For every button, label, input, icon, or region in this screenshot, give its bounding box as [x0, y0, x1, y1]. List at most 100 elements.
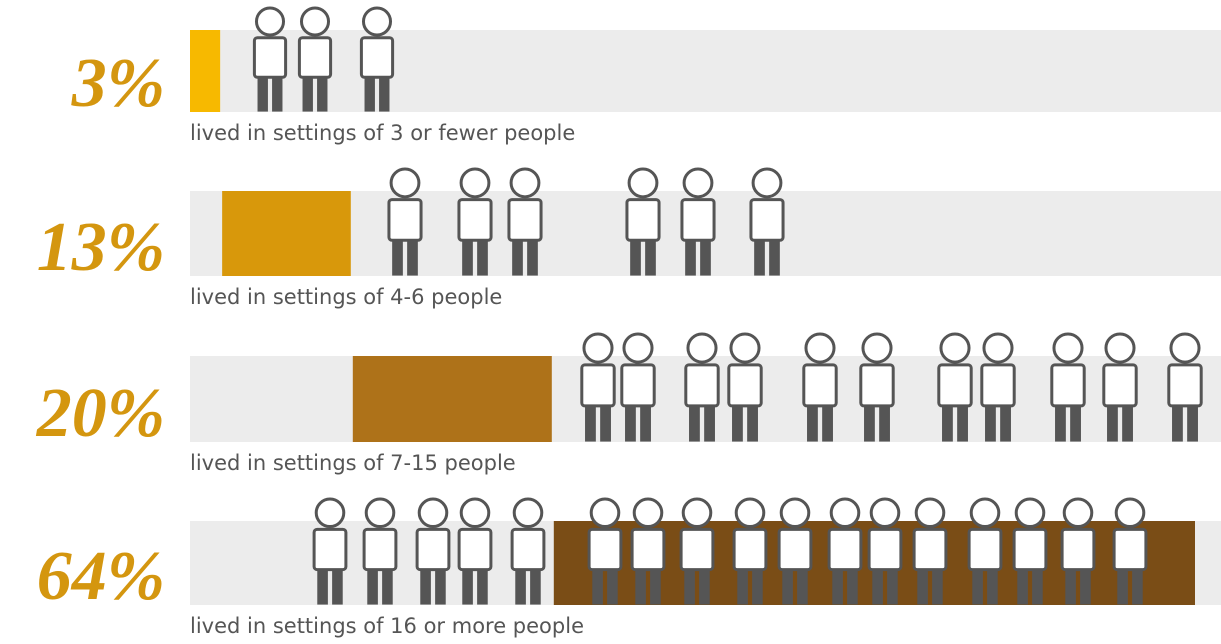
person-body: [727, 363, 763, 408]
person-leg: [645, 240, 656, 276]
value-label: 13%: [37, 209, 165, 286]
bar: [190, 30, 221, 112]
person-leg: [477, 569, 488, 605]
person-head: [1104, 332, 1136, 364]
person-head: [459, 167, 491, 199]
person-icon: [680, 167, 716, 276]
person-head: [582, 332, 614, 364]
person-icon: [297, 6, 333, 112]
person-leg: [317, 77, 328, 112]
person-icon: [777, 497, 813, 605]
person-body: [777, 527, 813, 572]
person-body: [297, 36, 333, 79]
person-body: [802, 363, 838, 408]
person-body: [457, 198, 493, 242]
person-leg: [1107, 405, 1118, 442]
person-head: [939, 332, 971, 364]
person-body: [859, 363, 895, 408]
person-icon: [1050, 332, 1086, 442]
person-leg: [985, 405, 996, 442]
person-icon: [312, 497, 348, 605]
person-leg: [407, 240, 418, 276]
person-icon: [727, 332, 763, 442]
person-leg: [872, 569, 883, 605]
person-body: [510, 527, 546, 572]
person-head: [751, 167, 783, 199]
person-body: [1167, 363, 1203, 408]
person-leg: [640, 405, 651, 442]
value-label: 64%: [37, 538, 165, 615]
person-icon: [684, 332, 720, 442]
person-head: [982, 332, 1014, 364]
person-head: [729, 332, 761, 364]
person-leg: [302, 77, 313, 112]
person-icon: [1167, 332, 1203, 442]
person-leg: [917, 569, 928, 605]
person-leg: [942, 405, 953, 442]
person-body: [507, 198, 543, 242]
person-leg: [512, 240, 523, 276]
person-icon: [1012, 497, 1048, 605]
person-body: [620, 363, 656, 408]
person-head: [914, 497, 946, 529]
person-body: [1012, 527, 1048, 572]
person-leg: [1000, 405, 1011, 442]
person-leg: [832, 569, 843, 605]
person-head: [364, 497, 396, 529]
person-head: [314, 497, 346, 529]
person-leg: [699, 569, 710, 605]
person-icon: [359, 6, 395, 112]
person-leg: [887, 569, 898, 605]
person-head: [512, 497, 544, 529]
person-icon: [625, 167, 661, 276]
person-head: [969, 497, 1001, 529]
person-icon: [387, 167, 423, 276]
person-leg: [1032, 569, 1043, 605]
bar: [352, 356, 552, 442]
person-head: [861, 332, 893, 364]
person-leg: [879, 405, 890, 442]
person-leg: [625, 405, 636, 442]
person-icon: [457, 497, 493, 605]
person-head: [589, 497, 621, 529]
person-body: [680, 198, 716, 242]
person-leg: [822, 405, 833, 442]
category-label: lived in settings of 7-15 people: [190, 451, 516, 475]
person-leg: [689, 405, 700, 442]
person-icon: [457, 167, 493, 276]
person-body: [684, 363, 720, 408]
person-leg: [1172, 405, 1183, 442]
person-leg: [1122, 405, 1133, 442]
person-icon: [732, 497, 768, 605]
person-icon: [1112, 497, 1148, 605]
person-leg: [272, 77, 283, 112]
person-leg: [864, 405, 875, 442]
person-icon: [749, 167, 785, 276]
person-head: [829, 497, 861, 529]
person-body: [967, 527, 1003, 572]
person-leg: [769, 240, 780, 276]
person-head: [686, 332, 718, 364]
person-head: [389, 167, 421, 199]
person-leg: [379, 77, 390, 112]
person-body: [362, 527, 398, 572]
person-head: [622, 332, 654, 364]
person-body: [457, 527, 493, 572]
person-body: [912, 527, 948, 572]
person-head: [1169, 332, 1201, 364]
person-body: [625, 198, 661, 242]
person-icon: [620, 332, 656, 442]
person-body: [937, 363, 973, 408]
person-body: [679, 527, 715, 572]
person-leg: [420, 569, 431, 605]
person-leg: [392, 240, 403, 276]
person-leg: [1055, 405, 1066, 442]
person-leg: [847, 569, 858, 605]
person-leg: [1187, 405, 1198, 442]
person-head: [361, 6, 393, 37]
person-leg: [527, 240, 538, 276]
person-leg: [477, 240, 488, 276]
person-leg: [1117, 569, 1128, 605]
person-leg: [754, 240, 765, 276]
